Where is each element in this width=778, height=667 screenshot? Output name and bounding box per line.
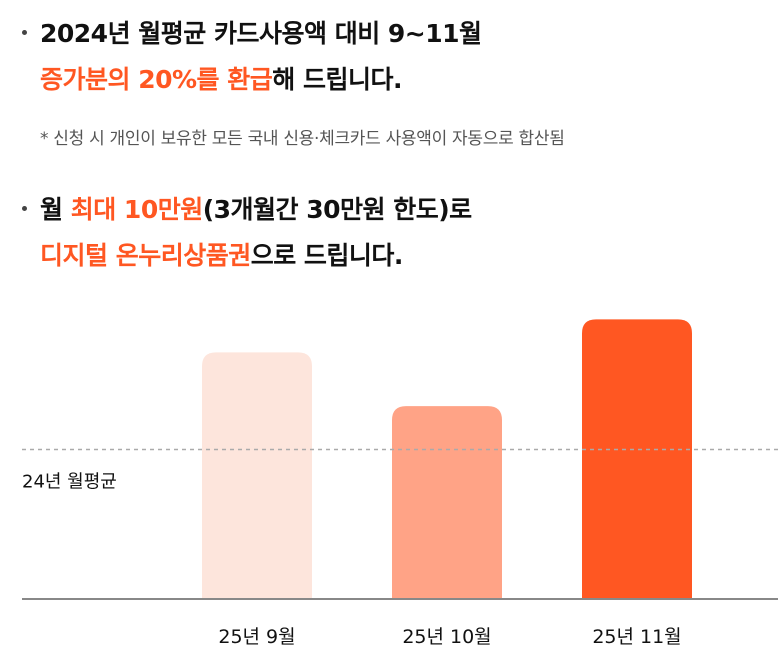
headline-1-line-1: 2024년 월평균 카드사용액 대비 9~11월 xyxy=(40,19,482,48)
x-tick-label: 25년 10월 xyxy=(402,626,491,648)
headline-2-rest-1: (3개월간 30만원 한도)로 xyxy=(202,195,472,224)
headline-1-rest: 해 드립니다. xyxy=(272,65,402,94)
x-tick-label: 25년 11월 xyxy=(592,626,681,648)
x-tick-label: 25년 9월 xyxy=(218,626,295,648)
headline-2-rest-2: 으로 드립니다. xyxy=(250,241,404,270)
footnote: * 신청 시 개인이 보유한 모든 국내 신용·체크카드 사용액이 자동으로 합… xyxy=(40,129,565,149)
bar-1 xyxy=(202,352,312,599)
bar-3 xyxy=(582,319,692,599)
headline-2-line-2: 디지털 온누리상품권으로 드립니다. xyxy=(40,236,403,272)
headline-1-line-2: 증가분의 20%를 환급해 드립니다. xyxy=(40,60,402,96)
headline-2-highlight-1: 최대 10만원 xyxy=(70,195,204,224)
bullet-dot xyxy=(22,30,27,35)
bullet-dot xyxy=(22,206,27,211)
headline-2-highlight-2: 디지털 온누리상품권 xyxy=(40,241,251,270)
headline-2-line-1: 월 최대 10만원(3개월간 30만원 한도)로 xyxy=(40,190,472,226)
headline-1-highlight: 증가분의 20%를 환급 xyxy=(40,65,273,94)
headline-2-pre: 월 xyxy=(40,195,71,224)
reference-line-label: 24년 월평균 xyxy=(22,472,117,493)
bar-2 xyxy=(392,406,502,599)
